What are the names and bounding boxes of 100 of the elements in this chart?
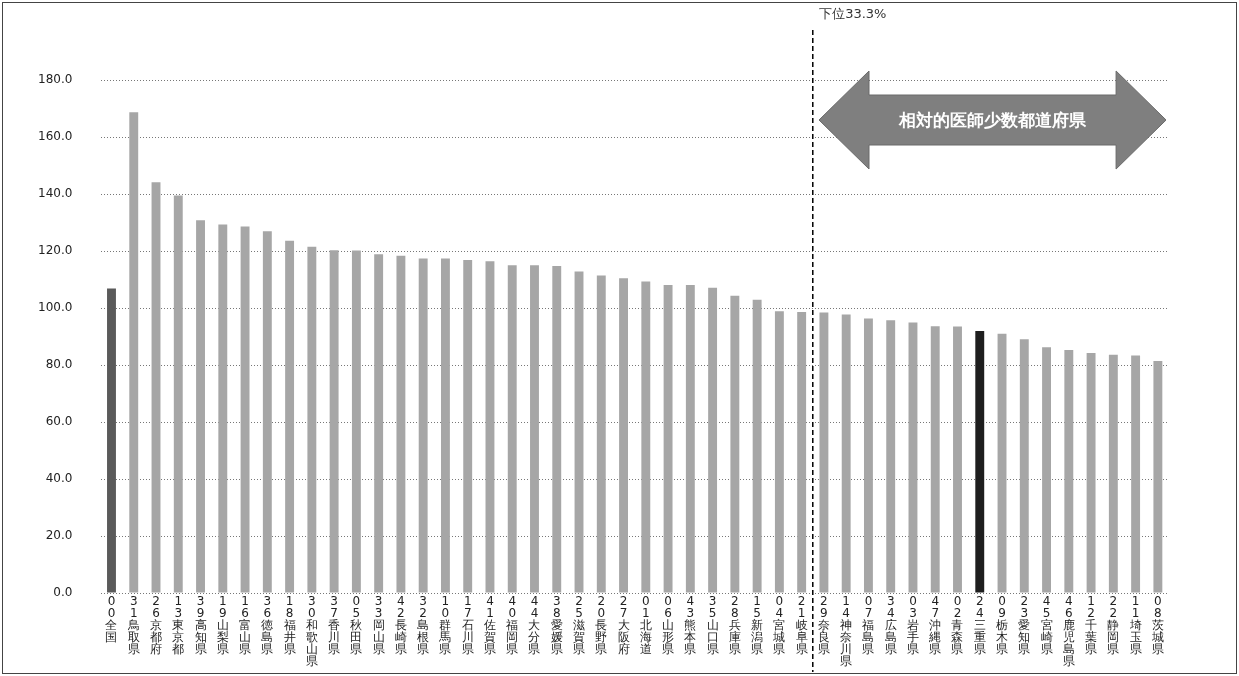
bar (307, 246, 317, 593)
bar (552, 266, 562, 593)
y-tick-label: 180.0 (37, 72, 73, 87)
x-tick-label: 12千葉県 (1085, 594, 1098, 657)
x-tick-label: 36徳島県 (261, 594, 274, 657)
bar (730, 295, 740, 593)
x-tick-label: 08茨城県 (1150, 594, 1164, 657)
bar (819, 312, 829, 593)
x-tick-label: 24三重県 (973, 594, 986, 657)
y-tick-label: 160.0 (37, 129, 73, 144)
x-tick-label: 11埼玉県 (1128, 594, 1142, 657)
x-tick-label: 04宮城県 (772, 594, 786, 657)
bar (374, 254, 384, 593)
bar (1108, 354, 1118, 593)
x-tick-label: 37香川県 (328, 594, 341, 657)
bar (886, 320, 896, 593)
bar (240, 226, 250, 593)
y-tick-label: 80.0 (45, 357, 73, 372)
bar (1019, 339, 1029, 593)
bar (797, 311, 807, 593)
bar (619, 278, 628, 593)
bar (262, 231, 272, 593)
bar (396, 255, 406, 593)
bar (953, 326, 962, 593)
x-tick-label: 35山口県 (706, 594, 719, 657)
bar (1064, 349, 1074, 593)
x-tick-label: 17石川県 (461, 594, 474, 657)
bar (440, 258, 450, 593)
y-tick-label: 100.0 (37, 300, 73, 315)
x-tick-label: 34広島県 (884, 594, 897, 657)
x-tick-label: 38愛媛県 (550, 594, 563, 657)
x-tick-label: 32島根県 (417, 594, 430, 657)
x-tick-label: 47沖縄県 (928, 594, 942, 657)
x-tick-label: 06山形県 (662, 594, 675, 657)
x-tick-label: 21岐阜県 (795, 594, 808, 657)
x-tick-label: 01北海道 (639, 594, 652, 657)
x-tick-label: 23愛知県 (1018, 594, 1031, 657)
x-tick-label: 07福島県 (862, 594, 875, 657)
bar (997, 333, 1007, 593)
bar (908, 322, 918, 593)
x-tick-label: 13東京都 (172, 594, 185, 657)
x-tick-label: 05秋田県 (350, 594, 363, 657)
bar (685, 284, 695, 593)
x-tick-label: 26京都府 (150, 594, 163, 657)
y-tick-label: 0.0 (53, 585, 73, 600)
bar (1042, 347, 1051, 593)
bar (1131, 355, 1141, 593)
bar (596, 275, 606, 593)
x-tick-label: 09栃木県 (996, 594, 1009, 657)
y-tick-label: 60.0 (45, 414, 73, 429)
x-tick-label: 42長崎県 (394, 594, 407, 657)
x-tick-label: 29奈良県 (817, 594, 830, 657)
bar (507, 265, 517, 593)
bar (351, 250, 361, 593)
bar (485, 261, 495, 593)
bar (530, 265, 539, 593)
bar (107, 288, 116, 593)
bar (1086, 353, 1096, 593)
x-tick-label: 33岡山県 (372, 594, 385, 657)
x-tick-label: 16富山県 (239, 594, 252, 657)
y-tick-label: 20.0 (45, 528, 73, 543)
y-tick-label: 140.0 (37, 186, 73, 201)
bar (930, 326, 940, 593)
bar (218, 224, 228, 593)
x-tick-label: 31鳥取県 (126, 594, 140, 657)
x-tick-label: 43熊本県 (684, 594, 697, 657)
bar (463, 260, 473, 593)
x-tick-label: 25滋賀県 (573, 594, 586, 657)
bar (863, 318, 873, 593)
x-tick-label: 20長野県 (595, 594, 608, 657)
x-tick-label: 18福井県 (283, 594, 296, 657)
bar (975, 331, 985, 593)
bar (418, 258, 428, 593)
bar (129, 112, 139, 593)
bar (574, 271, 584, 593)
x-tick-label: 41佐賀県 (483, 594, 496, 657)
bar (752, 299, 762, 593)
x-tick-label: 44大分県 (528, 594, 541, 657)
x-tick-label: 45宮崎県 (1040, 594, 1053, 657)
y-tick-label: 120.0 (37, 243, 73, 258)
x-tick-label: 02青森県 (951, 594, 964, 657)
bar (841, 314, 851, 593)
bar (663, 284, 673, 593)
x-tick-label: 14神奈川県 (840, 594, 853, 669)
x-tick-label: 39高知県 (194, 594, 207, 657)
x-tick-label: 03岩手県 (906, 594, 919, 657)
bar (285, 240, 295, 593)
ref-line-label: 下位33.3% (819, 6, 887, 21)
bar (329, 250, 339, 593)
bar (641, 281, 651, 593)
x-tick-label: 10群馬県 (438, 594, 452, 657)
x-tick-label: 28兵庫県 (728, 594, 741, 657)
bar (151, 182, 161, 593)
x-tick-label: 19山梨県 (216, 594, 229, 657)
bar (774, 311, 784, 593)
bar (173, 195, 183, 593)
x-tick-label: 40福岡県 (506, 594, 519, 657)
annotation: 相対的医師少数都道府県 (898, 108, 1086, 132)
x-tick-label: 00全国 (105, 594, 118, 645)
x-tick-label: 22静岡県 (1107, 594, 1120, 657)
